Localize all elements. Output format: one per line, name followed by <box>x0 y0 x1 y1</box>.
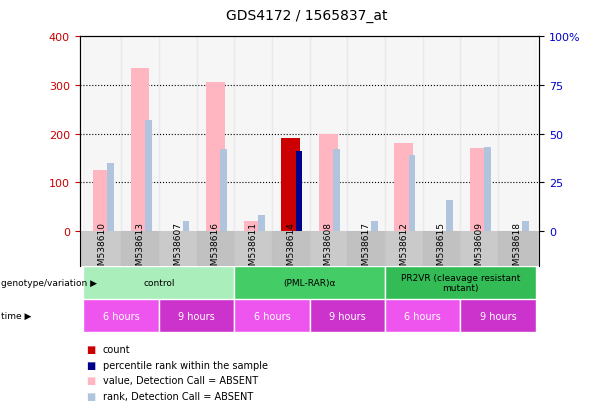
Bar <box>460 37 498 231</box>
Text: GSM538618: GSM538618 <box>512 221 521 276</box>
Bar <box>310 299 385 332</box>
Text: 6 hours: 6 hours <box>404 311 441 321</box>
Text: GSM538607: GSM538607 <box>173 221 182 276</box>
Bar <box>243 221 262 231</box>
Text: 6 hours: 6 hours <box>254 311 291 321</box>
Bar <box>295 152 302 231</box>
Bar <box>220 150 227 231</box>
Text: 6 hours: 6 hours <box>103 311 140 321</box>
Bar <box>281 139 300 231</box>
Bar <box>422 37 460 231</box>
Text: count: count <box>103 344 131 354</box>
Text: GSM538613: GSM538613 <box>135 221 145 276</box>
Bar <box>484 148 491 231</box>
Bar <box>310 231 347 266</box>
Text: percentile rank within the sample: percentile rank within the sample <box>103 360 268 370</box>
Bar <box>183 221 189 231</box>
Bar <box>83 231 121 266</box>
Bar <box>422 231 460 266</box>
Text: GSM538614: GSM538614 <box>286 221 295 276</box>
Bar <box>159 231 197 266</box>
Bar <box>371 221 378 231</box>
Text: 9 hours: 9 hours <box>329 311 365 321</box>
Text: GSM538616: GSM538616 <box>211 221 220 276</box>
Text: GSM538615: GSM538615 <box>437 221 446 276</box>
Bar <box>159 299 234 332</box>
Text: (PML-RAR)α: (PML-RAR)α <box>283 278 336 287</box>
Bar <box>234 37 272 231</box>
Bar <box>145 121 151 231</box>
Bar <box>409 156 416 231</box>
Text: PR2VR (cleavage resistant
mutant): PR2VR (cleavage resistant mutant) <box>401 273 520 292</box>
Bar <box>310 37 347 231</box>
Bar <box>258 216 265 231</box>
Text: value, Detection Call = ABSENT: value, Detection Call = ABSENT <box>103 375 258 385</box>
Bar <box>347 37 385 231</box>
Text: genotype/variation ▶: genotype/variation ▶ <box>1 278 97 287</box>
Bar <box>234 231 272 266</box>
Text: time ▶: time ▶ <box>1 311 32 320</box>
Bar <box>385 37 422 231</box>
Bar <box>498 231 536 266</box>
Bar <box>385 266 536 299</box>
Text: ■: ■ <box>86 391 95 401</box>
Bar <box>159 37 197 231</box>
Bar <box>121 37 159 231</box>
Text: GSM538611: GSM538611 <box>248 221 257 276</box>
Bar <box>460 299 536 332</box>
Bar <box>131 69 150 231</box>
Bar <box>197 231 234 266</box>
Bar <box>206 83 225 231</box>
Bar <box>470 149 489 231</box>
Text: GSM538608: GSM538608 <box>324 221 333 276</box>
Text: GDS4172 / 1565837_at: GDS4172 / 1565837_at <box>226 9 387 23</box>
Text: GSM538612: GSM538612 <box>399 221 408 276</box>
Bar <box>522 221 528 231</box>
Bar <box>385 231 422 266</box>
Text: rank, Detection Call = ABSENT: rank, Detection Call = ABSENT <box>103 391 253 401</box>
Bar <box>272 37 310 231</box>
Bar <box>83 299 159 332</box>
Bar <box>93 171 112 231</box>
Bar <box>498 37 536 231</box>
Bar <box>385 299 460 332</box>
Bar <box>347 231 385 266</box>
Text: ■: ■ <box>86 344 95 354</box>
Bar <box>83 266 234 299</box>
Bar <box>272 231 310 266</box>
Text: control: control <box>143 278 175 287</box>
Bar <box>394 144 413 231</box>
Bar <box>446 200 453 231</box>
Bar <box>197 37 234 231</box>
Text: GSM538610: GSM538610 <box>98 221 107 276</box>
Bar <box>83 37 121 231</box>
Text: GSM538609: GSM538609 <box>474 221 484 276</box>
Text: 9 hours: 9 hours <box>479 311 516 321</box>
Text: ■: ■ <box>86 375 95 385</box>
Bar <box>107 163 114 231</box>
Bar <box>333 150 340 231</box>
Bar <box>460 231 498 266</box>
Bar <box>121 231 159 266</box>
Bar <box>234 299 310 332</box>
Bar <box>234 266 385 299</box>
Text: 9 hours: 9 hours <box>178 311 215 321</box>
Text: GSM538617: GSM538617 <box>362 221 371 276</box>
Bar <box>319 134 338 231</box>
Text: ■: ■ <box>86 360 95 370</box>
